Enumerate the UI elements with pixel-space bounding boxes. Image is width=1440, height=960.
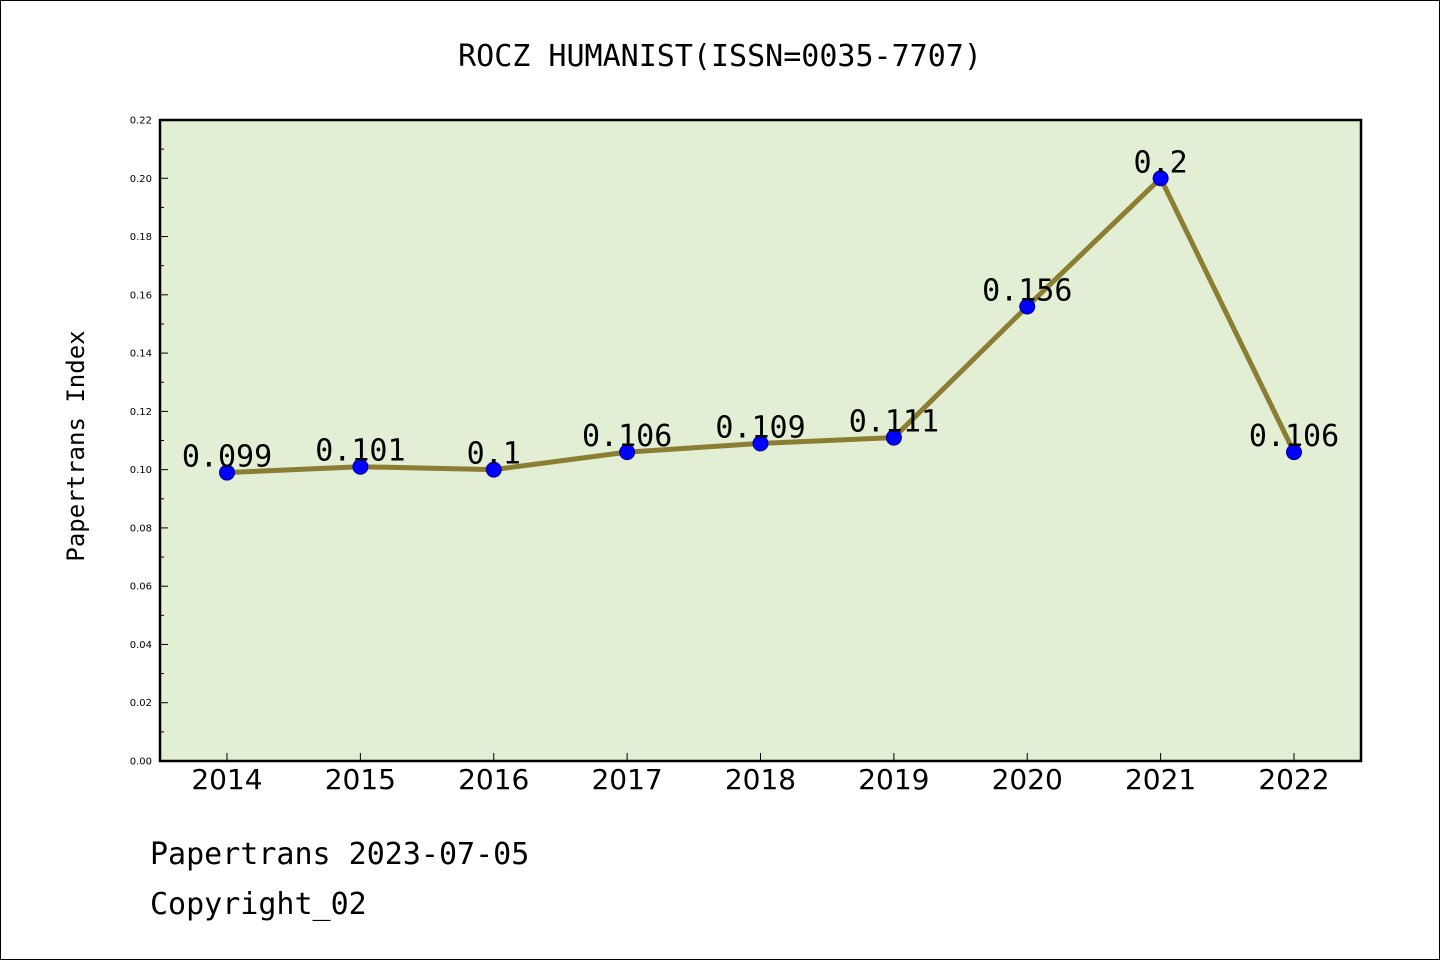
x-tick-label: 2014 (191, 763, 262, 796)
footer-date: Papertrans 2023-07-05 (150, 837, 529, 872)
y-axis-label: Papertrans Index (62, 330, 90, 561)
data-label: 0.106 (582, 419, 672, 454)
y-tick-label: 0.18 (130, 232, 152, 243)
data-label: 0.1 (467, 437, 521, 472)
x-tick-label: 2017 (591, 763, 662, 796)
data-points-group (219, 170, 1302, 481)
data-label: 0.111 (849, 405, 939, 440)
x-tick-label: 2021 (1125, 763, 1196, 796)
y-tick-label: 0.08 (130, 523, 152, 534)
x-tick-label: 2016 (458, 763, 529, 796)
x-tick-label: 2019 (858, 763, 929, 796)
x-tick-label: 2018 (725, 763, 796, 796)
data-point (219, 464, 235, 481)
x-tick-label: 2022 (1258, 763, 1329, 796)
data-label: 0.109 (715, 410, 805, 445)
data-label: 0.156 (982, 273, 1072, 308)
y-tick-label: 0.00 (130, 757, 152, 768)
data-label: 0.106 (1249, 419, 1339, 454)
data-label: 0.2 (1134, 145, 1188, 180)
data-point (885, 429, 902, 446)
data-label: 0.101 (315, 434, 405, 469)
y-tick-label: 0.06 (130, 582, 152, 593)
y-tick-label: 0.20 (130, 174, 152, 185)
x-axis-ticks: 2014 2015 2016 2017 2018 2019 2020 2021 2022 (191, 753, 1330, 796)
y-tick-label: 0.22 (130, 116, 152, 127)
footer-copyright: Copyright_02 (150, 887, 367, 922)
chart-title: ROCZ HUMANIST(ISSN=0035-7707) (458, 39, 982, 74)
y-tick-label: 0.10 (130, 465, 152, 476)
x-tick-label: 2015 (325, 763, 396, 796)
data-label: 0.099 (182, 440, 272, 475)
data-point (485, 461, 502, 478)
y-tick-label: 0.14 (130, 349, 152, 360)
data-point (1019, 298, 1036, 315)
x-tick-label: 2020 (992, 763, 1063, 796)
data-point (619, 444, 636, 461)
data-point (352, 458, 369, 475)
data-labels-group: 0.099 0.101 0.1 0.106 0.109 0.111 0.156 0.2 0.10… (182, 145, 1339, 474)
data-point (1286, 444, 1302, 461)
data-point (1152, 170, 1169, 187)
y-axis-ticks: 0.00 0.02 0.04 0.06 0.08 0.10 0.12 0.14 0.16 0.18… (130, 116, 168, 768)
y-tick-label: 0.16 (130, 290, 152, 301)
y-tick-label: 0.12 (130, 407, 152, 418)
y-tick-label: 0.02 (130, 698, 152, 709)
data-point (752, 435, 769, 452)
y-tick-label: 0.04 (130, 640, 152, 651)
